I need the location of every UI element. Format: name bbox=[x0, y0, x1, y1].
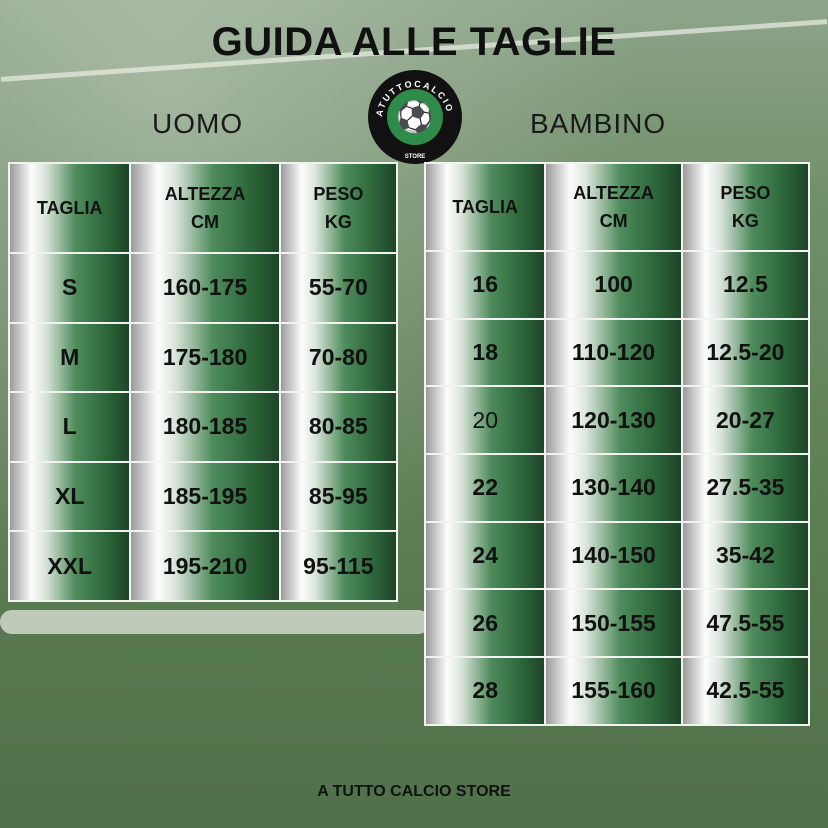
table-cell: 12.5 bbox=[680, 250, 811, 320]
column-header: ALTEZZA CM bbox=[129, 162, 281, 254]
footer-store-name: A TUTTO CALCIO STORE bbox=[317, 783, 511, 800]
table-cell: 55-70 bbox=[278, 252, 399, 324]
table-cell: 110-120 bbox=[544, 317, 683, 388]
header-row: TAGLIA ALTEZZA CM PESO KG bbox=[7, 162, 399, 254]
field-line bbox=[0, 610, 430, 634]
column-header: ALTEZZA CM bbox=[544, 162, 683, 252]
table-cell: 24 bbox=[423, 520, 547, 591]
table-cell: XXL bbox=[7, 530, 132, 602]
table-cell: 16 bbox=[423, 250, 547, 320]
table-row: S 160-175 55-70 bbox=[7, 252, 399, 324]
uomo-size-table: TAGLIA ALTEZZA CM PESO KG S 160-175 55-70 M 175-1… bbox=[7, 162, 399, 602]
column-header: TAGLIA bbox=[423, 162, 547, 252]
table-cell: 42.5-55 bbox=[680, 656, 811, 726]
table-cell: 12.5-20 bbox=[680, 317, 811, 388]
table-cell: S bbox=[7, 252, 132, 324]
column-header: PESO KG bbox=[278, 162, 399, 254]
header-row: TAGLIA ALTEZZA CM PESO KG bbox=[423, 162, 811, 252]
table-row: XXL 195-210 95-115 bbox=[7, 530, 399, 602]
table-row: M 175-180 70-80 bbox=[7, 321, 399, 394]
table-cell: 175-180 bbox=[129, 321, 281, 394]
svg-text:ATUTTOCALCIO: ATUTTOCALCIO bbox=[374, 79, 455, 118]
table-cell: 35-42 bbox=[680, 520, 811, 591]
column-header: TAGLIA bbox=[7, 162, 132, 254]
table-cell: 180-185 bbox=[129, 391, 281, 463]
table-cell: M bbox=[7, 321, 132, 394]
table-cell: 20-27 bbox=[680, 385, 811, 456]
table-cell: 130-140 bbox=[544, 453, 683, 523]
table-cell: 185-195 bbox=[129, 460, 281, 533]
svg-text:STORE: STORE bbox=[405, 154, 426, 160]
table-row: 22 130-140 27.5-35 bbox=[423, 453, 811, 523]
bambino-size-table: TAGLIA ALTEZZA CM PESO KG 16 100 12.5 18 110-120 1… bbox=[423, 162, 811, 726]
table-cell: 20 bbox=[423, 385, 547, 456]
table-cell: 140-150 bbox=[544, 520, 683, 591]
table-row: 24 140-150 35-42 bbox=[423, 520, 811, 591]
table-cell: 195-210 bbox=[129, 530, 281, 602]
table-cell: 27.5-35 bbox=[680, 453, 811, 523]
column-header: PESO KG bbox=[680, 162, 811, 252]
table-cell: 95-115 bbox=[278, 530, 399, 602]
table-row: 28 155-160 42.5-55 bbox=[423, 656, 811, 726]
table-cell: 85-95 bbox=[278, 460, 399, 533]
bambino-heading: BAMBINO bbox=[530, 108, 667, 139]
uomo-heading: UOMO bbox=[152, 108, 244, 139]
table-row: L 180-185 80-85 bbox=[7, 391, 399, 463]
store-logo: ATUTTOCALCIO STORE ⚽ bbox=[368, 70, 462, 164]
player-icon: ⚽ bbox=[387, 89, 443, 145]
table-cell: XL bbox=[7, 460, 132, 533]
table-cell: 18 bbox=[423, 317, 547, 388]
table-cell: 28 bbox=[423, 656, 547, 726]
table-cell: 120-130 bbox=[544, 385, 683, 456]
table-row: XL 185-195 85-95 bbox=[7, 460, 399, 533]
table-cell: 160-175 bbox=[129, 252, 281, 324]
table-cell: 26 bbox=[423, 588, 547, 659]
table-row: 18 110-120 12.5-20 bbox=[423, 317, 811, 388]
table-cell: 70-80 bbox=[278, 321, 399, 394]
table-row: 16 100 12.5 bbox=[423, 250, 811, 320]
table-row: 26 150-155 47.5-55 bbox=[423, 588, 811, 659]
table-cell: 80-85 bbox=[278, 391, 399, 463]
table-cell: 155-160 bbox=[544, 656, 683, 726]
table-cell: 22 bbox=[423, 453, 547, 523]
table-cell: L bbox=[7, 391, 132, 463]
table-row: 20 120-130 20-27 bbox=[423, 385, 811, 456]
table-cell: 47.5-55 bbox=[680, 588, 811, 659]
table-cell: 100 bbox=[544, 250, 683, 320]
page-title: GUIDA ALLE TAGLIE bbox=[211, 20, 617, 64]
table-cell: 150-155 bbox=[544, 588, 683, 659]
